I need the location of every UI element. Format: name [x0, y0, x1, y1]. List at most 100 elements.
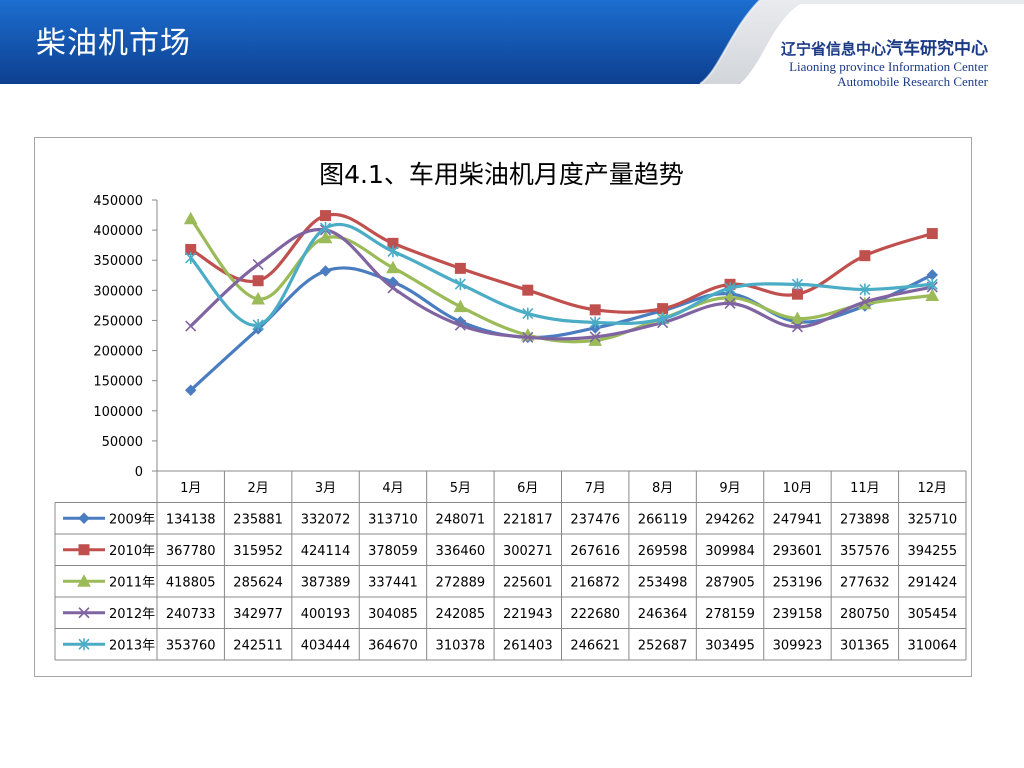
- table-value: 272889: [436, 575, 486, 590]
- table-value: 239158: [773, 607, 823, 622]
- data-point: [791, 321, 804, 333]
- table-value: 337441: [368, 575, 418, 590]
- data-point: [859, 250, 871, 262]
- chart-title: 图4.1、车用柴油机月度产量趋势: [319, 160, 684, 189]
- table-value: 394255: [907, 544, 957, 559]
- legend-key-marker: [78, 607, 90, 619]
- data-point: [319, 222, 332, 235]
- table-value: 273898: [840, 512, 890, 527]
- data-point: [859, 296, 871, 308]
- table-value: 261403: [503, 638, 553, 653]
- table-value: 221817: [503, 512, 553, 527]
- table-value: 424114: [301, 544, 351, 559]
- table-value: 378059: [368, 544, 418, 559]
- table-value: 134138: [166, 512, 216, 527]
- table-value: 325710: [907, 512, 957, 527]
- table-value: 309923: [773, 638, 823, 653]
- table-value: 252687: [638, 638, 688, 653]
- table-value: 353760: [166, 638, 216, 653]
- legend-key-marker: [78, 544, 90, 556]
- series-line-2013年: [189, 222, 933, 327]
- series-line-2010年: [189, 212, 933, 314]
- y-tick-label: 250000: [93, 314, 143, 329]
- data-point: [522, 307, 534, 320]
- data-point: [252, 275, 264, 287]
- table-value: 387389: [301, 575, 351, 590]
- data-point: [522, 331, 534, 343]
- legend-key-marker: [78, 512, 90, 524]
- table-value: 310064: [907, 638, 957, 653]
- banner-background: [0, 0, 1024, 84]
- legend-label: 2009年: [109, 512, 155, 527]
- y-tick-label: 400000: [93, 224, 143, 239]
- data-point: [724, 297, 736, 310]
- table-value: 222680: [570, 607, 620, 622]
- series-line-2012年: [189, 227, 933, 341]
- table-value: 235881: [233, 512, 283, 527]
- table-value: 336460: [436, 544, 486, 559]
- legend-key-marker: [77, 574, 91, 587]
- table-value: 304085: [368, 607, 418, 622]
- legend-label: 2012年: [109, 607, 155, 622]
- data-point: [791, 288, 803, 300]
- table-value: 277632: [840, 575, 890, 590]
- data-point: [589, 331, 601, 343]
- data-point: [453, 299, 468, 313]
- data-point: [790, 311, 805, 325]
- data-point: [252, 318, 264, 331]
- table-value: 300271: [503, 544, 553, 559]
- table-value: 253196: [773, 575, 823, 590]
- table-value: 221943: [503, 607, 553, 622]
- slide-title: 柴油机市场: [36, 26, 191, 61]
- data-point: [386, 260, 400, 274]
- x-category-label: 9月: [719, 481, 740, 496]
- chart-frame: 图4.1、车用柴油机月度产量趋势 0 50000 100000 150000 200000…: [34, 137, 972, 677]
- x-category-label: 6月: [517, 481, 538, 496]
- data-point: [926, 278, 938, 291]
- y-tick-label: 0: [135, 465, 143, 480]
- org-name-cn: 辽宁省信息中心汽车研究中心: [781, 34, 988, 59]
- table-value: 237476: [570, 512, 620, 527]
- data-point: [454, 262, 466, 274]
- table-value: 400193: [301, 607, 351, 622]
- org-name-cn-prefix: 辽宁省信息中心: [780, 40, 886, 58]
- org-name-cn-highlight: 汽车研究中心: [886, 39, 988, 59]
- data-point: [454, 278, 466, 291]
- x-category-label: 1月: [180, 481, 201, 496]
- data-point: [387, 282, 399, 294]
- y-tick-label: 300000: [93, 284, 143, 299]
- table-value: 280750: [840, 607, 890, 622]
- table-value: 269598: [638, 544, 688, 559]
- table-value: 287905: [705, 575, 755, 590]
- table-value: 305454: [907, 607, 957, 622]
- table-value: 253498: [638, 575, 688, 590]
- x-category-label: 11月: [850, 481, 880, 496]
- data-point: [589, 304, 601, 316]
- data-point: [320, 210, 332, 222]
- data-point: [251, 291, 265, 305]
- data-point: [791, 278, 804, 291]
- data-point: [318, 230, 333, 244]
- table-value: 267616: [570, 544, 620, 559]
- table-value: 242085: [436, 607, 486, 622]
- y-tick-label: 50000: [102, 435, 143, 450]
- table-value: 266119: [638, 512, 688, 527]
- line-chart: 图4.1、车用柴油机月度产量趋势 0 50000 100000 150000 200000…: [54, 160, 967, 661]
- organization-logo-text: 辽宁省信息中心汽车研究中心 Liaoning province Informat…: [781, 34, 988, 89]
- table-value: 247941: [773, 512, 823, 527]
- table-value: 332072: [301, 512, 351, 527]
- x-category-label: 10月: [783, 481, 813, 496]
- x-category-label: 2月: [247, 481, 268, 496]
- data-point: [859, 283, 871, 296]
- data-point: [387, 245, 399, 258]
- table-value: 246621: [570, 638, 620, 653]
- y-tick-label: 350000: [93, 254, 143, 269]
- table-value: 293601: [773, 544, 823, 559]
- data-point: [185, 251, 197, 264]
- data-point: [454, 319, 466, 331]
- x-category-label: 12月: [918, 481, 948, 496]
- y-tick-label: 100000: [93, 405, 143, 420]
- data-point: [925, 288, 940, 301]
- table-value: 301365: [840, 638, 890, 653]
- y-tick-label: 200000: [93, 345, 143, 360]
